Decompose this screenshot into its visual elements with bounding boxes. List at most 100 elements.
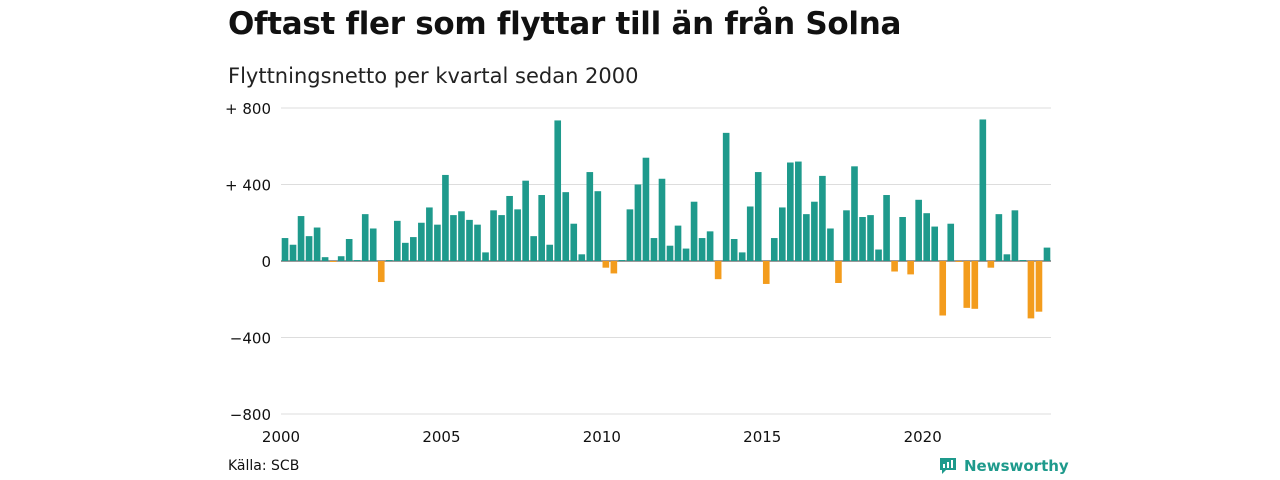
bar-2000-Q4: [305, 236, 313, 261]
bar-2007-Q2: [514, 209, 521, 261]
bar-2015-Q3: [778, 207, 786, 261]
bar-2021-Q2: [963, 261, 971, 308]
bar-2015-Q1: [762, 261, 770, 284]
bar-2010-Q4: [626, 209, 634, 261]
bar-2011-Q2: [642, 157, 650, 261]
bar-2005-Q3: [458, 211, 465, 261]
bar-2019-Q3: [907, 261, 914, 275]
bar-2008-Q1: [538, 195, 545, 261]
bar-2016-Q4: [819, 175, 826, 261]
bar-2006-Q1: [474, 224, 481, 261]
bar-2013-Q1: [698, 238, 706, 261]
bar-2013-Q4: [722, 132, 730, 261]
x-tick-label: 2015: [743, 428, 781, 446]
newsworthy-logo-icon: [940, 458, 956, 474]
y-tick-label: −400: [230, 330, 271, 348]
bar-2001-Q2: [321, 257, 329, 261]
bar-2015-Q4: [787, 162, 794, 261]
bar-2019-Q4: [915, 199, 922, 261]
bar-2012-Q2: [674, 225, 682, 261]
bar-2018-Q4: [883, 195, 890, 261]
x-tick-label: 2005: [422, 428, 460, 446]
bar-2004-Q1: [410, 237, 417, 261]
bar-2023-Q3: [1035, 261, 1043, 312]
bar-2006-Q2: [482, 252, 489, 261]
bar-2022-Q3: [1003, 254, 1011, 261]
bar-2009-Q2: [578, 254, 586, 261]
axis-layer: + 800 + 400 0 −400 −800 2000 2005 2010 2015 2020: [225, 100, 942, 446]
bar-2002-Q2: [353, 260, 361, 261]
chart-subtitle: Flyttningsnetto per kvartal sedan 2000: [228, 64, 639, 88]
bar-2007-Q3: [522, 180, 529, 261]
source-note: Källa: SCB: [228, 458, 300, 474]
bar-2003-Q3: [393, 220, 401, 261]
y-tick-label: + 800: [225, 100, 271, 118]
bar-2014-Q3: [746, 206, 754, 261]
bar-2013-Q2: [706, 231, 714, 261]
x-tick-label: 2020: [904, 428, 942, 446]
bar-2004-Q2: [418, 222, 425, 261]
bar-2023-Q2: [1027, 261, 1035, 319]
bar-2000-Q1: [281, 238, 289, 261]
bar-2021-Q3: [971, 261, 979, 309]
bar-2014-Q1: [730, 239, 738, 261]
bar-2001-Q1: [313, 227, 321, 261]
bar-2010-Q1: [602, 261, 610, 268]
bar-2005-Q1: [442, 174, 449, 261]
bar-2013-Q3: [714, 261, 722, 280]
bar-2016-Q2: [803, 214, 810, 261]
bar-2008-Q2: [546, 244, 554, 261]
bar-2014-Q2: [738, 252, 746, 261]
y-tick-label: 0: [261, 253, 271, 271]
y-tick-label: + 400: [225, 177, 271, 195]
bar-2007-Q4: [530, 236, 537, 261]
bar-2018-Q3: [875, 249, 882, 261]
bar-2002-Q3: [361, 214, 369, 261]
bar-2009-Q4: [594, 191, 602, 261]
bar-2022-Q2: [995, 214, 1003, 261]
bar-2010-Q2: [610, 261, 618, 274]
bar-2010-Q3: [618, 260, 626, 261]
bar-2012-Q4: [690, 201, 698, 261]
brand-logo[interactable]: Newsworthy: [938, 456, 1069, 476]
bar-2003-Q1: [377, 261, 385, 283]
bar-2020-Q4: [947, 223, 955, 261]
bar-2017-Q2: [835, 261, 842, 283]
bar-2002-Q1: [345, 239, 353, 261]
bar-2016-Q3: [811, 201, 818, 261]
bar-2011-Q3: [650, 238, 658, 261]
bar-2017-Q1: [827, 228, 834, 261]
bar-2000-Q2: [289, 244, 297, 261]
bar-2005-Q2: [450, 215, 457, 261]
bar-2004-Q3: [426, 207, 433, 261]
x-tick-label: 2000: [262, 428, 300, 446]
bar-2006-Q3: [490, 210, 497, 261]
bar-2011-Q1: [634, 184, 642, 261]
bar-2019-Q1: [891, 261, 898, 272]
bar-2021-Q4: [979, 119, 987, 261]
bar-2018-Q1: [859, 217, 866, 261]
bar-2020-Q3: [939, 261, 947, 316]
bar-2003-Q4: [402, 242, 409, 261]
x-tick-label: 2010: [583, 428, 621, 446]
bar-chart: + 800 + 400 0 −400 −800 2000 2005 2010 2015 2020: [225, 100, 1051, 446]
bar-2012-Q3: [682, 248, 690, 261]
bar-2004-Q4: [434, 224, 441, 261]
bar-2001-Q3: [329, 261, 337, 262]
bar-2006-Q4: [498, 215, 505, 261]
bar-2000-Q3: [297, 216, 305, 261]
brand-name: Newsworthy: [964, 457, 1069, 475]
bar-2001-Q4: [337, 256, 345, 261]
chart-title: Oftast fler som flyttar till än från Sol…: [228, 6, 902, 42]
bar-2002-Q4: [369, 228, 377, 261]
bars-layer: [281, 119, 1051, 319]
bar-2016-Q1: [795, 161, 802, 261]
bar-2014-Q4: [754, 172, 762, 261]
bar-2017-Q4: [851, 166, 858, 261]
bar-2012-Q1: [666, 245, 674, 261]
bar-2005-Q4: [466, 219, 473, 261]
bar-2011-Q4: [658, 178, 666, 261]
bar-2015-Q2: [770, 238, 778, 261]
bar-2020-Q2: [931, 226, 939, 261]
bar-2008-Q4: [562, 192, 570, 261]
